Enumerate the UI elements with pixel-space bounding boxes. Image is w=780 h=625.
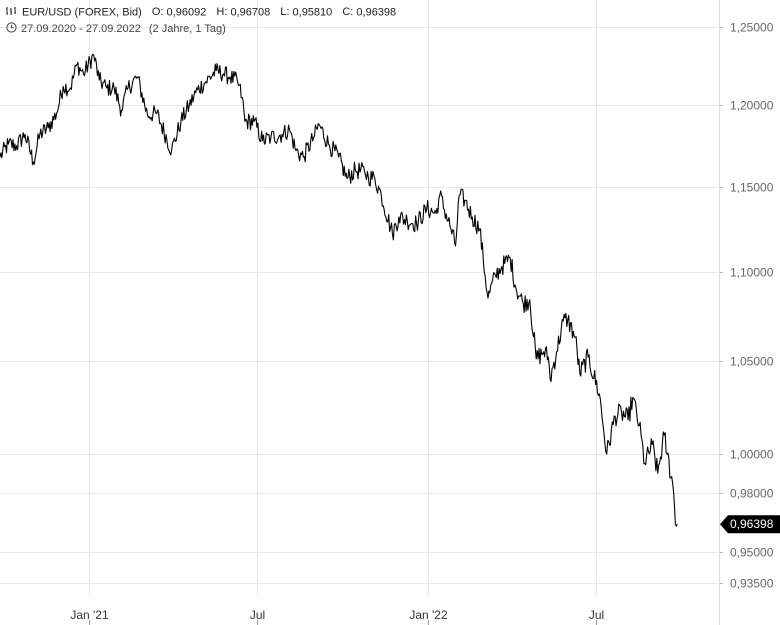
series-line <box>0 53 678 527</box>
chart-type-icon[interactable] <box>6 6 18 19</box>
y-tick-label: 1,15000 <box>730 181 774 195</box>
x-tick-label: Jul <box>589 608 604 622</box>
y-tick-label: 0,95000 <box>730 546 774 560</box>
period-note: (2 Jahre, 1 Tag) <box>148 22 226 35</box>
low-label: L: <box>280 6 290 19</box>
grid-lines <box>0 0 719 597</box>
clock-icon <box>6 22 17 36</box>
x-tick-label: Jan '21 <box>70 608 109 622</box>
y-tick-label: 1,00000 <box>730 448 774 462</box>
instrument-name: EUR/USD (FOREX, Bid) <box>22 6 142 19</box>
close-value: 0,96398 <box>356 6 397 19</box>
y-tick-label: 1,25000 <box>730 21 774 35</box>
last-price-badge <box>720 515 780 534</box>
open-value: 0,96092 <box>166 6 207 19</box>
y-tick-label: 1,05000 <box>730 355 774 369</box>
axes: 1,25000 1,20000 1,15000 1,10000 1,05000 1,000… <box>70 0 774 625</box>
date-range: 27.09.2020 - 27.09.2022 <box>21 22 141 35</box>
open-label: O: <box>151 6 164 19</box>
high-value: 0,96708 <box>230 6 271 19</box>
x-tick-label: Jan '22 <box>409 608 448 622</box>
chart-header: EUR/USD (FOREX, Bid) O: 0,96092 H: 0,967… <box>6 6 396 19</box>
chart-subheader: 27.09.2020 - 27.09.2022 (2 Jahre, 1 Tag) <box>6 22 226 36</box>
low-value: 0,95810 <box>292 6 333 19</box>
close-label: C: <box>342 6 354 19</box>
last-price-marker: 0,96398 <box>720 515 780 534</box>
y-tick-label: 1,10000 <box>730 266 774 280</box>
x-tick-label: Jul <box>250 608 265 622</box>
y-tick-label: 0,93500 <box>730 577 774 591</box>
high-label: H: <box>216 6 228 19</box>
y-tick-label: 1,20000 <box>730 99 774 113</box>
y-tick-label: 0,98000 <box>730 487 774 501</box>
last-price-label: 0,96398 <box>730 517 774 531</box>
